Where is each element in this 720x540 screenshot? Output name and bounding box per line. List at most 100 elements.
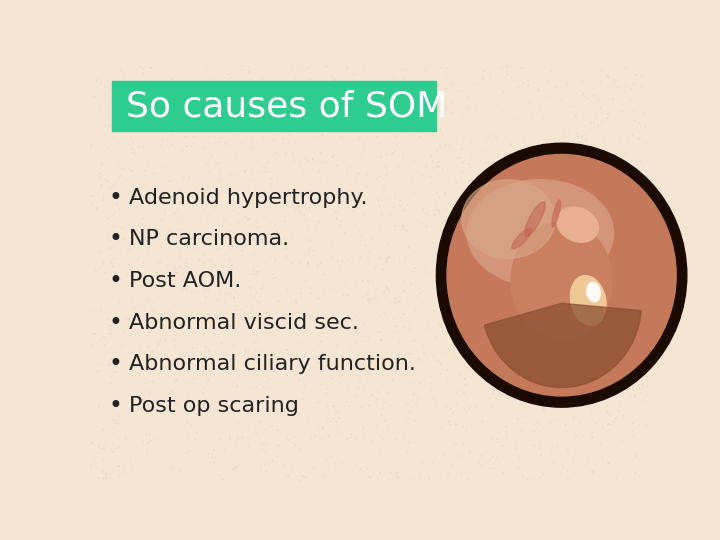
Point <box>603 306 614 315</box>
Point <box>258 320 269 329</box>
Point <box>132 403 144 412</box>
Point <box>256 238 268 246</box>
Point <box>111 444 122 453</box>
Point <box>458 230 469 239</box>
Point <box>515 126 526 134</box>
Point <box>604 173 616 182</box>
Point <box>550 398 562 407</box>
Point <box>265 129 276 137</box>
Point <box>641 277 652 286</box>
Point <box>580 146 592 155</box>
Point <box>237 312 248 320</box>
Point <box>618 373 629 382</box>
Point <box>84 278 96 287</box>
Point <box>228 286 240 295</box>
Point <box>296 110 307 118</box>
Point <box>572 168 584 177</box>
Point <box>113 205 125 213</box>
Point <box>246 89 257 98</box>
Point <box>361 464 373 472</box>
Point <box>181 141 192 150</box>
Point <box>237 93 248 102</box>
Point <box>424 326 436 334</box>
Point <box>564 183 575 191</box>
Point <box>363 161 374 170</box>
Point <box>592 309 603 318</box>
Point <box>344 154 356 163</box>
Point <box>480 136 492 145</box>
Point <box>242 215 253 224</box>
Point <box>567 149 578 158</box>
Point <box>459 147 471 156</box>
Point <box>437 232 449 240</box>
Point <box>97 196 109 205</box>
Point <box>347 203 359 212</box>
Point <box>581 154 593 163</box>
Point <box>144 224 156 232</box>
Point <box>452 345 464 354</box>
Point <box>381 283 392 292</box>
Point <box>365 349 377 357</box>
Point <box>167 381 179 389</box>
Point <box>628 431 639 440</box>
Point <box>256 123 268 131</box>
Point <box>310 174 322 183</box>
Point <box>225 73 237 82</box>
Point <box>620 64 631 72</box>
Point <box>549 141 560 150</box>
Point <box>174 355 186 363</box>
Point <box>394 474 405 482</box>
Point <box>152 184 163 193</box>
Point <box>233 99 245 107</box>
Point <box>392 276 404 285</box>
Point <box>111 320 122 328</box>
Point <box>207 400 218 409</box>
Point <box>434 346 446 354</box>
Point <box>331 427 343 435</box>
Point <box>518 219 530 227</box>
Point <box>328 152 339 160</box>
Point <box>270 465 282 474</box>
Point <box>259 448 271 457</box>
Point <box>99 472 111 481</box>
Point <box>126 436 138 444</box>
Point <box>444 114 455 123</box>
Point <box>372 119 383 128</box>
Point <box>575 231 587 240</box>
Point <box>428 324 439 333</box>
Point <box>312 260 323 268</box>
Point <box>464 446 475 455</box>
Point <box>120 434 132 442</box>
Point <box>311 225 323 234</box>
Point <box>140 360 151 368</box>
Point <box>451 222 462 231</box>
Point <box>549 282 560 291</box>
Point <box>441 141 452 150</box>
Point <box>293 340 305 348</box>
Point <box>379 183 390 191</box>
Point <box>147 300 158 309</box>
Text: Post AOM.: Post AOM. <box>129 271 241 291</box>
Point <box>372 475 384 484</box>
Point <box>433 319 444 327</box>
Point <box>271 319 283 327</box>
Point <box>258 315 270 323</box>
Point <box>157 366 168 375</box>
Point <box>266 94 277 103</box>
Point <box>595 374 606 383</box>
Point <box>154 153 166 161</box>
Point <box>541 438 553 447</box>
Point <box>376 210 387 219</box>
Point <box>255 411 266 420</box>
Point <box>631 134 643 143</box>
Point <box>620 83 631 91</box>
Point <box>346 315 357 324</box>
Point <box>405 122 417 130</box>
Point <box>339 281 351 289</box>
Point <box>579 335 590 343</box>
Point <box>583 279 595 288</box>
Point <box>393 468 405 477</box>
Point <box>531 173 543 182</box>
Point <box>145 367 157 376</box>
Point <box>381 285 392 293</box>
